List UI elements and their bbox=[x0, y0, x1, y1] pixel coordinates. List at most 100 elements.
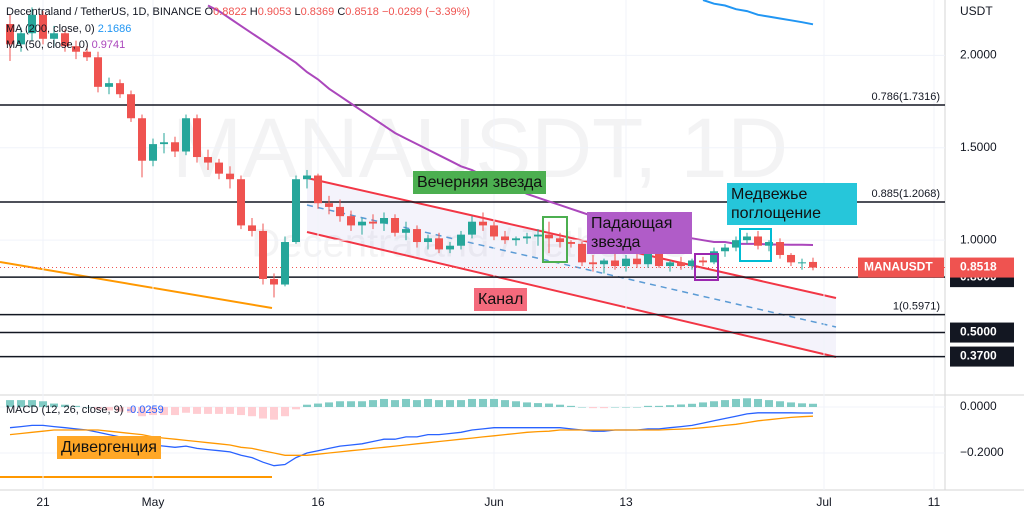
candle-body bbox=[798, 262, 807, 264]
ma-line bbox=[702, 0, 814, 26]
x-tick-label: 11 bbox=[928, 495, 941, 509]
histogram-bar bbox=[424, 398, 433, 408]
histogram-bar bbox=[721, 400, 730, 408]
candle-body bbox=[380, 218, 389, 224]
candle-body bbox=[347, 216, 356, 226]
level-tag bbox=[950, 346, 1014, 367]
candle-body bbox=[809, 261, 818, 268]
candle-body bbox=[83, 51, 92, 58]
macd-line bbox=[9, 415, 814, 456]
candle-body bbox=[490, 225, 499, 237]
histogram-bar bbox=[743, 398, 752, 408]
histogram-bar bbox=[193, 407, 202, 414]
level-tag bbox=[950, 322, 1014, 343]
candle-body bbox=[633, 258, 642, 265]
x-tick-label: Jun bbox=[484, 495, 503, 509]
x-tick-label: May bbox=[142, 495, 165, 509]
histogram-bar bbox=[754, 398, 763, 408]
histogram-bar bbox=[523, 402, 532, 408]
candle-body bbox=[468, 221, 477, 235]
level-tag-label: 0.5000 bbox=[960, 325, 997, 339]
histogram-bar bbox=[281, 407, 290, 417]
candle-body bbox=[655, 253, 664, 267]
histogram-bar bbox=[589, 407, 598, 409]
annotation: Дивергенция bbox=[57, 436, 161, 459]
x-tick-label: 13 bbox=[619, 495, 633, 509]
histogram-bar bbox=[457, 400, 466, 408]
histogram-bar bbox=[292, 407, 301, 410]
candle-body bbox=[116, 83, 125, 95]
annotation: Падающая звезда bbox=[587, 212, 692, 254]
y-tick-label: 0.0000 bbox=[960, 399, 997, 413]
x-tick-label: 16 bbox=[311, 495, 325, 509]
candle-body bbox=[600, 260, 609, 265]
ohlc-value: 0.8369 bbox=[301, 6, 335, 18]
histogram-bar bbox=[303, 404, 312, 408]
candle-body bbox=[688, 260, 697, 267]
y-tick-label: 1.0000 bbox=[960, 232, 997, 246]
marks-layer bbox=[6, 7, 818, 420]
candle-body bbox=[534, 234, 543, 237]
histogram-bar bbox=[688, 403, 697, 408]
header-title: Decentraland / TetherUS, 1D, BINANCE bbox=[6, 6, 201, 18]
histogram-bar bbox=[765, 400, 774, 408]
candle-body bbox=[589, 262, 598, 265]
change: −0.0299 (−3.39%) bbox=[382, 6, 470, 18]
candle-body bbox=[270, 278, 279, 285]
ma-legend: MA (50, close, 0) 0.9741 bbox=[6, 39, 125, 51]
ma-legend-value: 0.9741 bbox=[92, 39, 126, 51]
histogram-bar bbox=[710, 401, 719, 408]
histogram-bar bbox=[138, 407, 147, 417]
x-tick-label: 21 bbox=[36, 495, 50, 509]
candle-body bbox=[765, 242, 774, 246]
candle-body bbox=[171, 142, 180, 152]
histogram-bar bbox=[259, 407, 268, 419]
histogram-bar bbox=[787, 402, 796, 408]
annotation: Канал bbox=[474, 288, 528, 311]
histogram-bar bbox=[479, 398, 488, 408]
candle-body bbox=[512, 238, 521, 241]
histogram-bar bbox=[446, 400, 455, 408]
candle-body bbox=[248, 225, 257, 231]
ohlc-letter: L bbox=[294, 6, 300, 18]
level-label: 1(0.5971) bbox=[893, 301, 940, 313]
candle-body bbox=[336, 206, 345, 217]
candle-body bbox=[732, 240, 741, 248]
candle-body bbox=[435, 238, 444, 250]
histogram-bar bbox=[402, 398, 411, 408]
candle-body bbox=[501, 236, 510, 241]
candle-body bbox=[39, 14, 48, 39]
candle-body bbox=[160, 142, 169, 145]
histogram-bar bbox=[83, 407, 92, 408]
candle-body bbox=[226, 173, 235, 180]
candle-body bbox=[325, 203, 334, 207]
candle-body bbox=[754, 236, 763, 246]
macd-legend-name: MACD (12, 26, close, 9) bbox=[6, 404, 123, 416]
histogram-bar bbox=[171, 407, 180, 416]
histogram-bar bbox=[644, 405, 653, 408]
ma-legend: MA (200, close, 0) 2.1686 bbox=[6, 23, 131, 35]
candle-body bbox=[138, 118, 147, 161]
candle-body bbox=[215, 162, 224, 174]
candle-body bbox=[402, 229, 411, 233]
candle-body bbox=[105, 83, 114, 87]
candle-body bbox=[391, 218, 400, 233]
candle-body bbox=[413, 229, 422, 243]
histogram-bar bbox=[347, 401, 356, 408]
ma-legend-name: MA (50, close, 0) bbox=[6, 39, 89, 51]
histogram-bar bbox=[732, 398, 741, 408]
candle-body bbox=[369, 221, 378, 224]
y-unit: USDT bbox=[960, 4, 993, 18]
histogram-bar bbox=[6, 400, 15, 408]
level-label: 0.786(1.7316) bbox=[872, 91, 941, 103]
lines-layer bbox=[0, 0, 945, 490]
candle-body bbox=[72, 46, 81, 52]
histogram-bar bbox=[666, 405, 675, 408]
channel-upper bbox=[306, 177, 837, 299]
macd-legend: MACD (12, 26, close, 9) -0.0259 bbox=[6, 404, 164, 416]
candle-body bbox=[28, 14, 37, 34]
histogram-bar bbox=[809, 403, 818, 408]
candle-body bbox=[743, 236, 752, 241]
histogram-bar bbox=[567, 405, 576, 408]
candle-body bbox=[303, 175, 312, 180]
